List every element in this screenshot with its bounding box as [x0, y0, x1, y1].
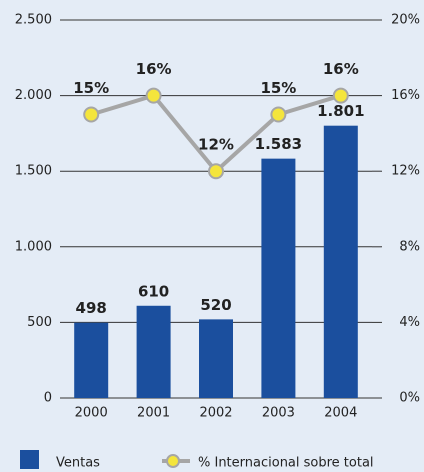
data-label: 16% — [323, 60, 359, 78]
bar — [323, 125, 358, 399]
y2-tick-label: 20% — [391, 13, 420, 28]
point — [332, 87, 349, 104]
y-tick-label: 1.500 — [15, 164, 52, 179]
y2-tick-label: 4% — [399, 315, 420, 330]
legend-swatch-point — [166, 454, 180, 468]
legend-label: % Internacional sobre total — [198, 456, 374, 471]
x-tick-label: 2003 — [262, 406, 295, 421]
line — [90, 93, 342, 175]
data-label: 16% — [136, 60, 172, 78]
point — [145, 87, 162, 104]
data-label: 1.801 — [317, 102, 364, 120]
data-label: 520 — [200, 296, 231, 314]
x-tick-label: 2004 — [324, 406, 357, 421]
x-tick-label: 2002 — [199, 406, 232, 421]
x-tick-label: 2001 — [137, 406, 170, 421]
point — [208, 163, 224, 180]
data-label: 15% — [73, 79, 109, 97]
y-tick-label: 0 — [44, 391, 52, 406]
data-label: 610 — [138, 282, 169, 300]
point — [270, 106, 287, 123]
data-label: 12% — [198, 136, 234, 154]
y2-tick-label: 0% — [399, 391, 420, 406]
y2-tick-label: 12% — [391, 164, 420, 179]
y-tick-label: 500 — [27, 315, 52, 330]
legend-swatch — [20, 450, 39, 469]
bar — [136, 305, 171, 398]
data-label: 498 — [76, 299, 107, 317]
bar — [199, 319, 233, 398]
y-tick-label: 1.000 — [15, 239, 52, 254]
data-label: 15% — [260, 79, 296, 97]
point — [83, 106, 100, 123]
y-tick-label: 2.500 — [15, 13, 52, 28]
y2-tick-label: 16% — [391, 88, 420, 103]
y-tick-label: 2.000 — [15, 88, 52, 103]
bar — [261, 158, 296, 398]
bar — [74, 322, 109, 398]
x-tick-label: 2000 — [75, 406, 108, 421]
y2-tick-label: 8% — [399, 239, 420, 254]
legend-label: Ventas — [56, 456, 100, 471]
data-label: 1.583 — [255, 135, 302, 153]
